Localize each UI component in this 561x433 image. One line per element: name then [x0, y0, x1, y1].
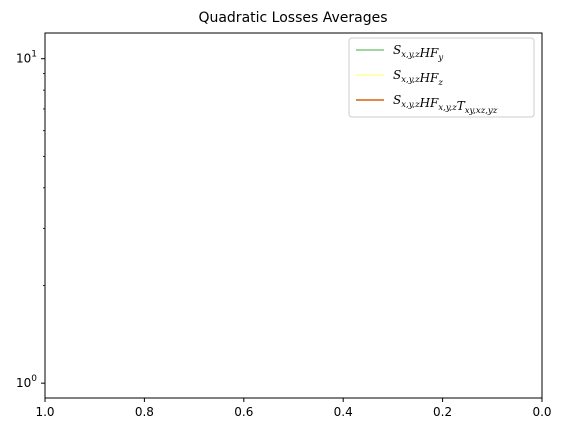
x-tick-label: 0.2: [433, 405, 452, 419]
legend: Sx,y,zHFy Sx,y,zHFz Sx,y,zHFx,y,zTxy,xz,yz: [348, 37, 535, 118]
legend-box: [348, 37, 535, 118]
y-tick-label: 100: [16, 374, 37, 390]
legend-label-2: Sx,y,zHFx,y,zTxy,xz,yz: [393, 93, 498, 116]
legend-items: Sx,y,zHFy Sx,y,zHFz Sx,y,zHFx,y,zTxy,xz,yz: [356, 43, 498, 116]
legend-label-0: Sx,y,zHFy: [393, 43, 443, 63]
chart-title: Quadratic Losses Averages: [198, 10, 387, 26]
x-tick-label: 0.8: [135, 405, 154, 419]
plot-frame: [44, 32, 543, 399]
y-tick-label: 101: [16, 50, 37, 66]
x-tick-label: 0.0: [532, 405, 551, 419]
x-tick-label: 1.0: [35, 405, 54, 419]
legend-label-1: Sx,y,zHFz: [393, 68, 443, 88]
x-tick-label: 0.4: [334, 405, 353, 419]
x-tick-label: 0.6: [234, 405, 253, 419]
